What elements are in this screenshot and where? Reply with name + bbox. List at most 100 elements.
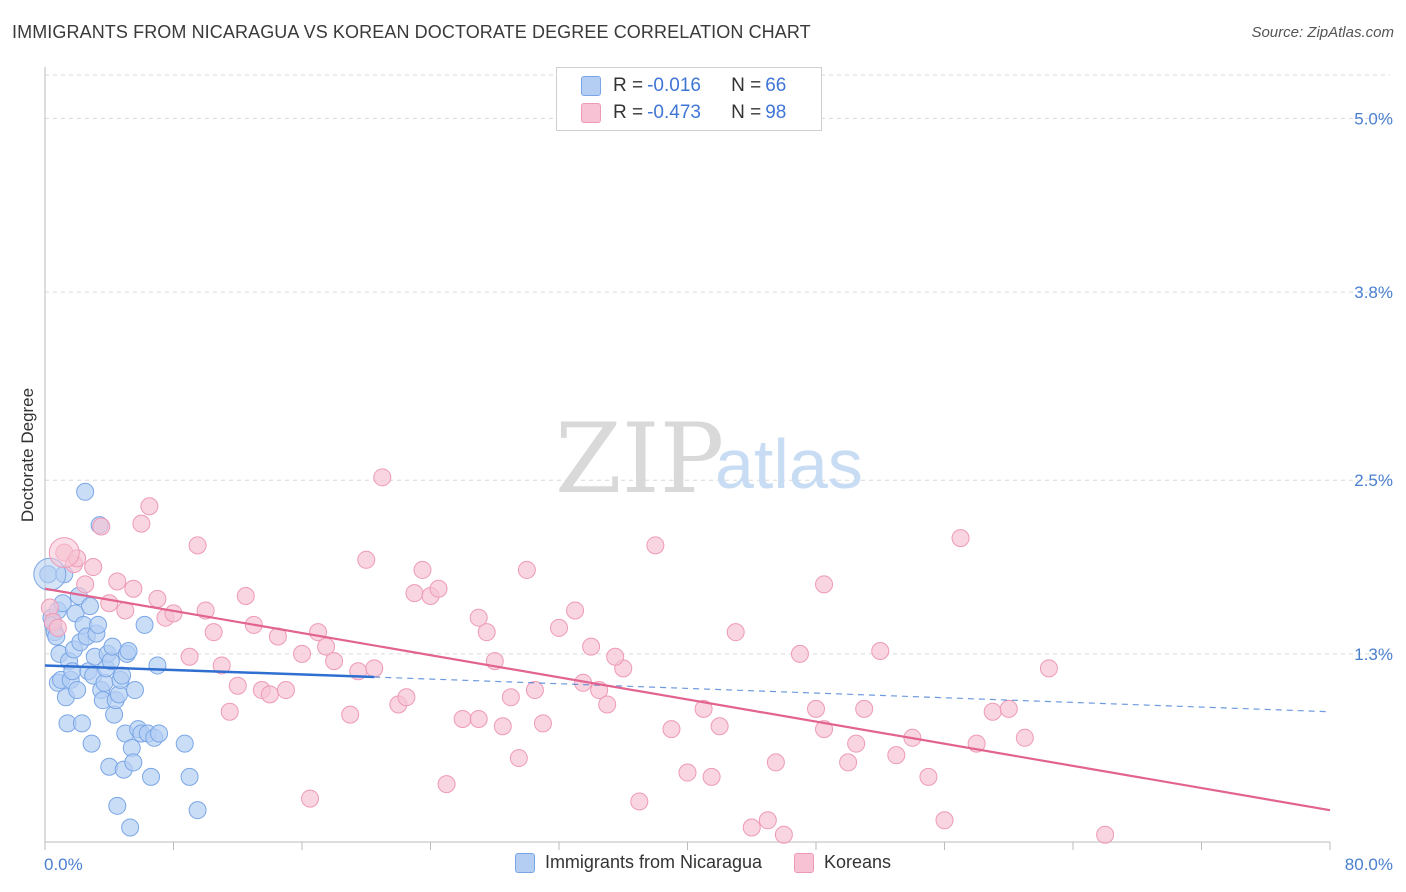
korean-point [517,560,536,579]
legend-r-value: -0.473 [647,102,701,123]
korean-point [951,529,970,548]
korean-point [228,676,247,695]
legend-row-koreans: R = -0.473 N = 98 [581,100,786,126]
korean-point [84,558,103,577]
korean-point [606,647,625,666]
korean-point [357,550,376,569]
korean-point [1096,825,1115,844]
korean-point [790,644,809,663]
korean-point [678,763,697,782]
korean-point [180,647,199,666]
series-legend: Immigrants from Nicaragua Koreans [0,852,1406,873]
korean-point [188,536,207,555]
legend-r-value: -0.016 [647,75,701,96]
korean-point [276,681,295,700]
korean-point [453,709,472,728]
korean-point [100,594,119,613]
korean-point [855,699,874,718]
korean-point [983,702,1002,721]
nicaragua-point [68,681,87,700]
korean-point [887,746,906,765]
series-legend-label: Koreans [824,852,892,872]
korean-point [582,637,601,656]
korean-point [293,644,311,663]
korean-point [429,579,448,598]
korean-point [702,767,721,786]
nicaragua-point [188,801,207,820]
korean-point [365,659,384,678]
korean-point [533,714,552,733]
korean-point [919,767,938,786]
nicaragua-point [142,767,161,786]
korean-point [140,497,159,516]
series-legend-label: Immigrants from Nicaragua [544,852,763,872]
nicaragua-point [124,753,143,772]
korean-point [710,717,729,736]
korean-point [341,705,360,724]
korean-point [413,560,432,579]
korean-point [742,818,761,837]
y-tick-label: 1.3% [1354,645,1393,664]
korean-point [839,753,858,772]
legend-r-label: R = [613,102,644,123]
korean-point [758,811,777,830]
watermark-zip: ZIP [555,403,724,515]
korean-point [405,584,424,603]
nicaragua-point [125,681,144,700]
korean-point [766,753,785,772]
korean-point [662,720,681,739]
nicaragua-point [82,734,101,753]
x-tick-label: 80.0% [1345,855,1393,874]
korean-point [871,641,890,660]
korean-point [1015,728,1034,747]
nicaragua-point [76,482,95,501]
korean-point [204,623,223,642]
korean-point [509,749,528,768]
series-legend-koreans[interactable]: Koreans [794,852,891,873]
legend-row-nicaragua: R = -0.016 N = 66 [581,73,786,99]
korean-point [815,720,834,739]
nicaragua-trend-line [44,664,375,679]
trend-layer [44,587,1331,812]
y-tick-label: 5.0% [1354,109,1393,128]
korean-point [373,468,392,487]
chart-title: IMMIGRANTS FROM NICARAGUA VS KOREAN DOCT… [12,22,811,42]
nicaragua-point [175,734,194,753]
korean-point [774,825,793,844]
korean-point [124,579,143,598]
korean-point [726,623,745,642]
korean-point [550,618,568,637]
korean-point [148,589,167,608]
korean-point [92,517,111,536]
y-tick-label: 3.8% [1354,283,1393,302]
korean-point [212,656,231,675]
nicaragua-point [148,656,167,675]
series-legend-nicaragua[interactable]: Immigrants from Nicaragua [514,852,763,873]
legend-swatch-pink [794,852,815,873]
legend-n-value: 98 [765,102,787,123]
korean-point [477,623,496,642]
korean-point [935,811,954,830]
nicaragua-point [113,666,132,685]
nicaragua-trend-extension [374,676,1331,713]
korean-point [815,575,834,594]
korean-point [48,537,80,569]
korean-point [164,604,183,623]
nicaragua-point [150,724,169,743]
nicaragua-point [80,597,99,616]
legend-swatch-blue [514,852,535,873]
korean-point [437,775,456,794]
korean-point [469,709,488,728]
korean-point [325,652,344,671]
korean-point [566,601,585,620]
nicaragua-point [135,615,154,634]
legend-n-label: N = [731,102,762,123]
korean-point [76,575,95,594]
korean-point [501,688,520,707]
legend-swatch-blue [581,76,601,96]
korean-point [847,734,866,753]
nicaragua-point [119,641,138,660]
legend-r-label: R = [613,75,644,96]
korean-point [108,572,127,591]
correlation-legend: R = -0.016 N = 66 R = -0.473 N = 98 [556,67,822,131]
